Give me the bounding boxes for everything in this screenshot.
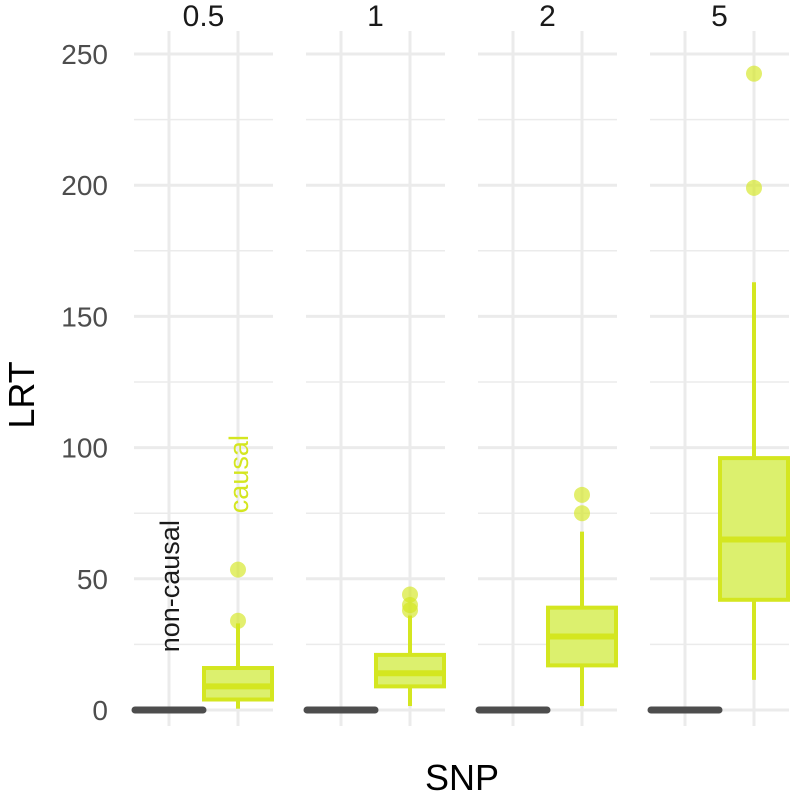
facet-title: 0.5 [183, 0, 225, 33]
outlier-point [574, 486, 590, 503]
y-axis-title: LRT [1, 361, 42, 428]
outlier-point [230, 561, 246, 578]
causal-box [718, 65, 790, 680]
y-tick-label: 0 [92, 695, 108, 726]
causal-box [546, 486, 618, 707]
y-tick-label: 100 [61, 433, 108, 464]
marks-layer [131, 65, 790, 714]
causal-box [374, 586, 446, 707]
outlier-point [746, 65, 762, 82]
y-tick-label: 50 [77, 564, 108, 595]
x-axis-title: SNP [425, 757, 499, 798]
facet-title: 1 [367, 0, 384, 33]
outlier-point [746, 179, 762, 196]
facet-title: 2 [539, 0, 556, 33]
annotation-non-causal: non-causal [155, 520, 185, 652]
outlier-point [574, 505, 590, 522]
y-axis: 0 50 100 150 200 250 [61, 39, 108, 726]
annotation-causal: causal [224, 435, 254, 513]
box-body [718, 456, 790, 602]
y-tick-label: 250 [61, 39, 108, 70]
y-tick-label: 150 [61, 301, 108, 332]
causal-box [202, 561, 274, 709]
facet-titles: 0.5 1 2 5 [183, 0, 728, 33]
facet-title: 5 [711, 0, 728, 33]
annotations-layer: non-causal causal [155, 435, 254, 652]
outlier-point [402, 586, 418, 603]
outlier-point [230, 612, 246, 629]
y-tick-label: 200 [61, 170, 108, 201]
